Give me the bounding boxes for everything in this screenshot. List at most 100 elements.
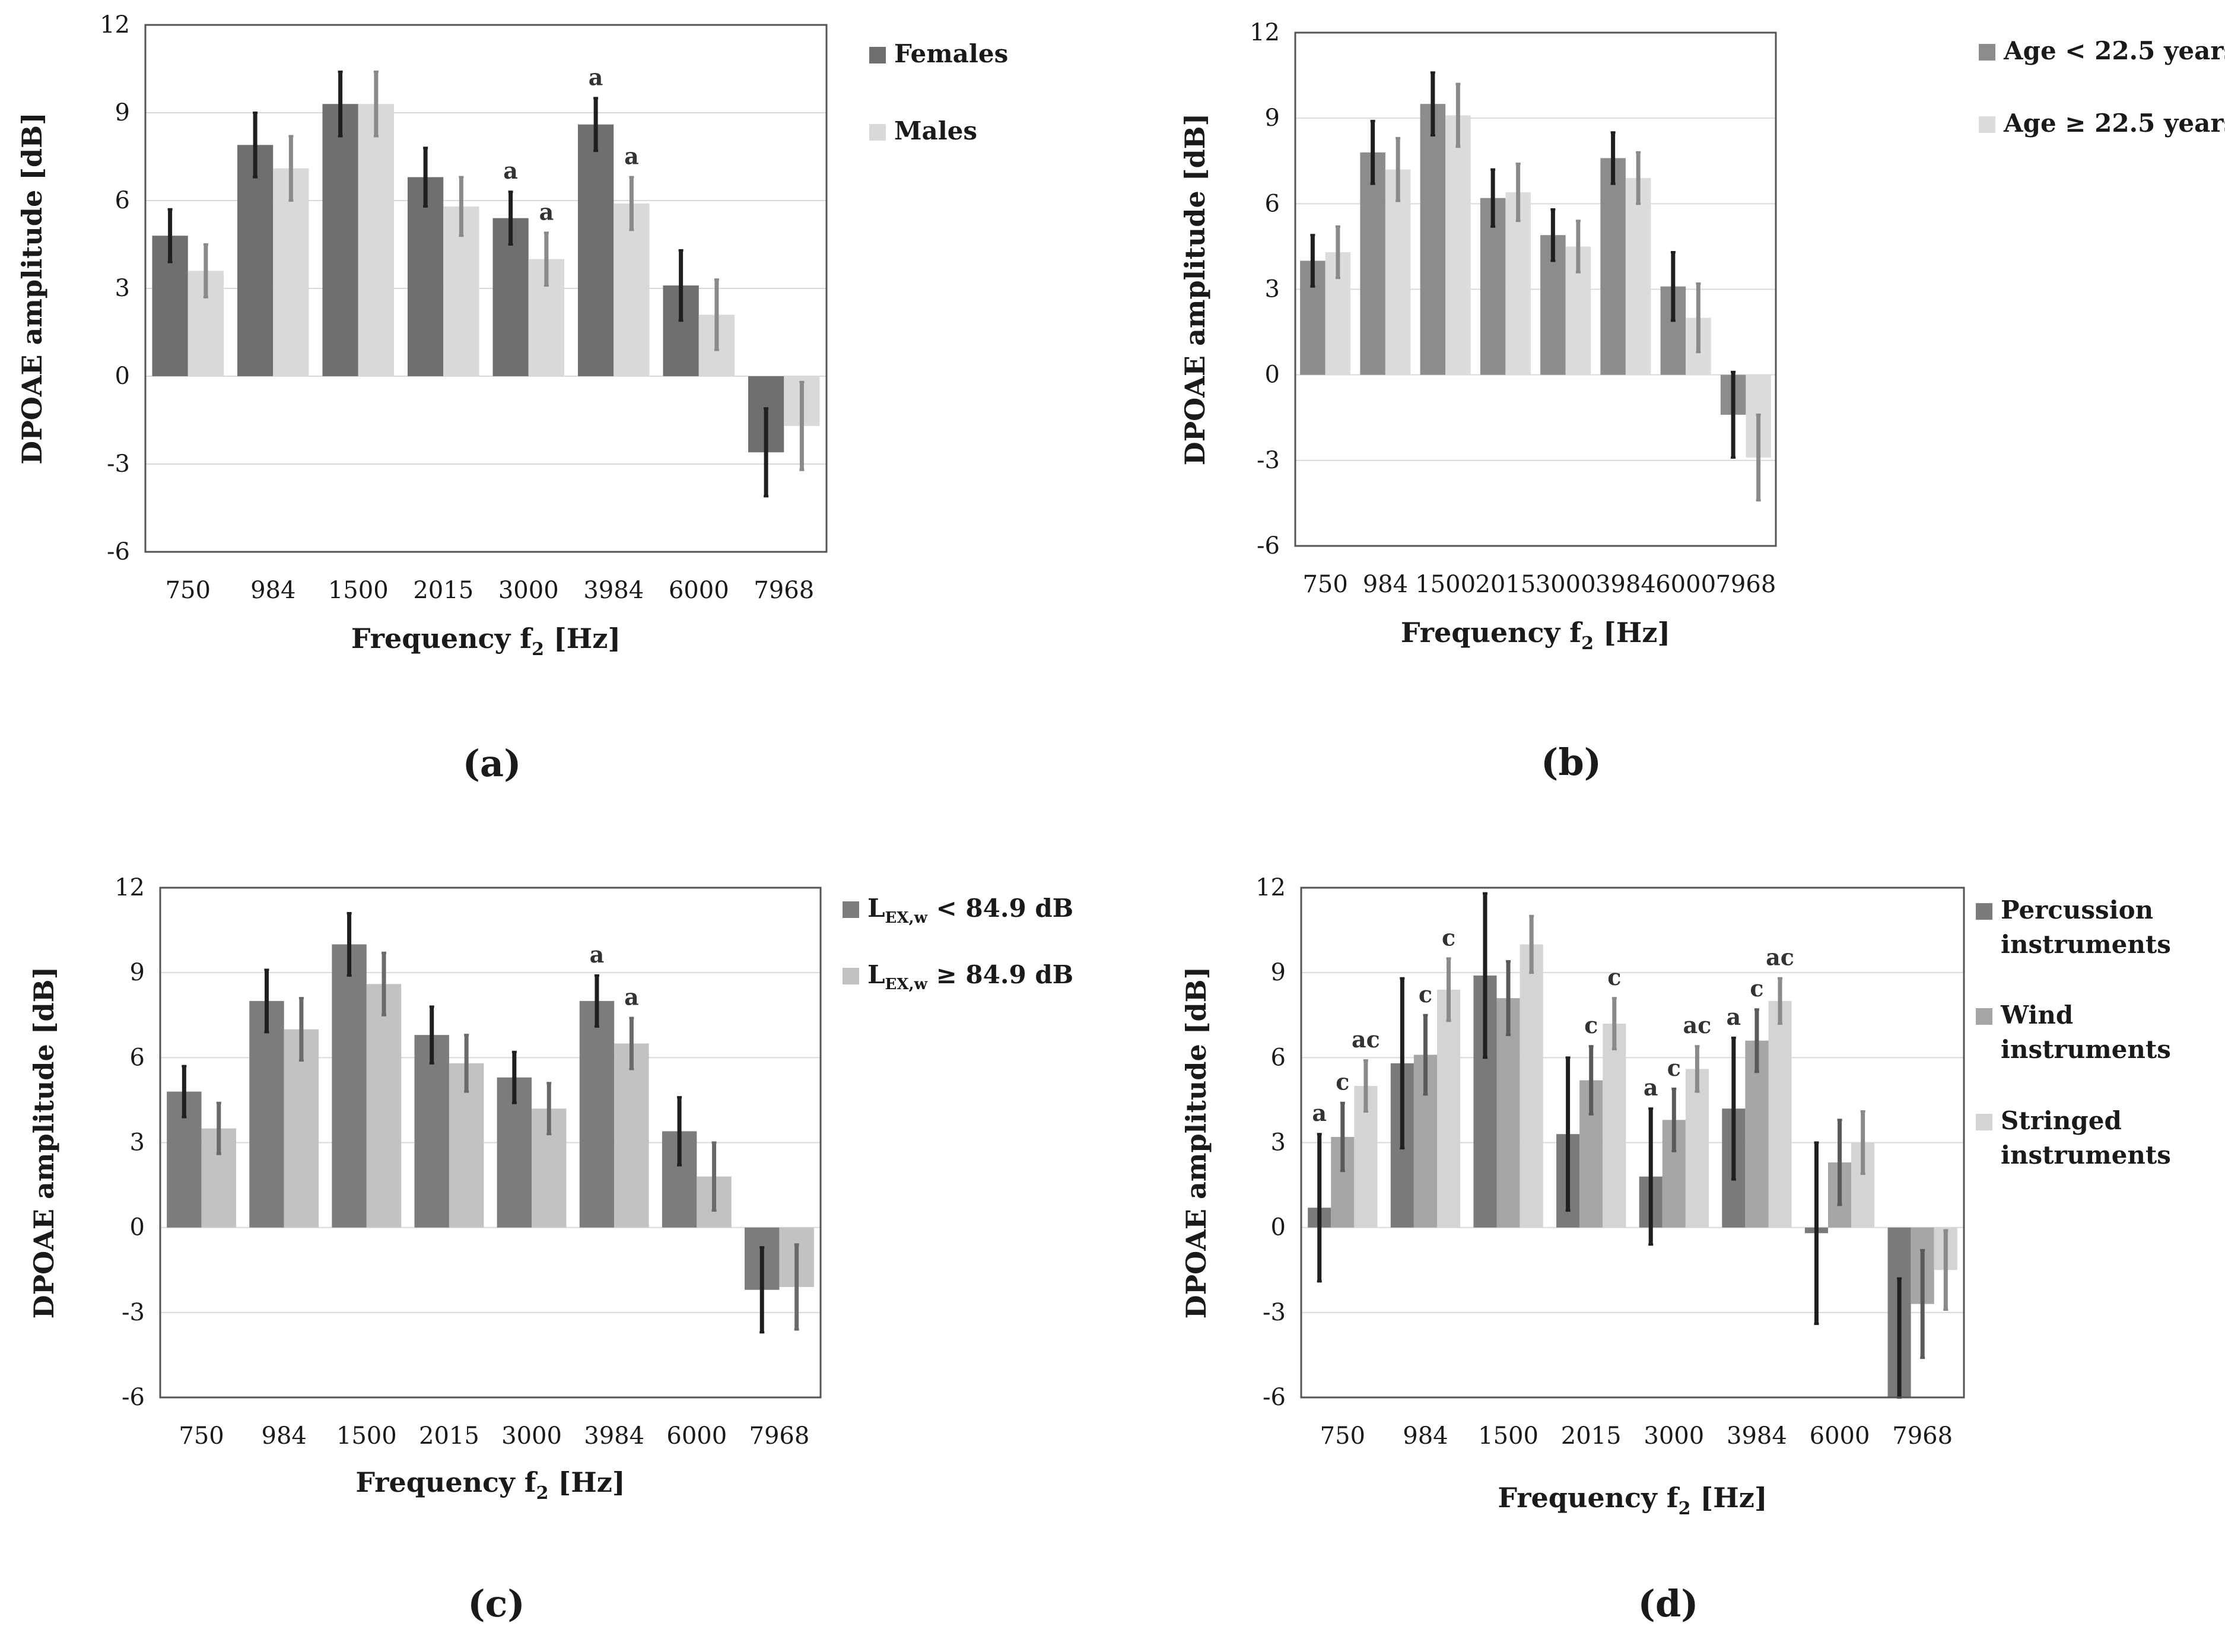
significance-label: a [1727, 1003, 1741, 1030]
chart-panel-2: -6 -3 0 3 6 9 12 750 984 1500 2015 3000 3984 6000 7968… [1179, 19, 2225, 784]
panel-caption: (d) [1638, 1582, 1698, 1625]
bar-age-22-5-years [1505, 192, 1531, 375]
legend-label: Stringed [2001, 1106, 2122, 1135]
bar-stringed-instruments [1768, 1000, 1792, 1228]
y-tick-label: 0 [1271, 1214, 1286, 1241]
significance-label: a [624, 984, 639, 1011]
bar-l [614, 1043, 649, 1228]
bar-females [237, 145, 274, 376]
significance-label: c [1607, 964, 1621, 990]
x-tick-label: 3000 [1644, 1422, 1704, 1450]
x-tick-label: 7968 [1715, 571, 1776, 598]
y-tick-label: 12 [1255, 874, 1286, 901]
x-tick-label: 750 [1320, 1422, 1365, 1450]
x-tick-label: 1500 [336, 1422, 397, 1450]
bar-l [366, 984, 402, 1228]
x-tick-label: 750 [179, 1422, 224, 1450]
x-tick-label: 984 [262, 1422, 307, 1450]
significance-label: c [1442, 924, 1455, 951]
bar-age-22-5-years [1420, 104, 1446, 375]
x-axis-title-unit: [Hz] [544, 622, 621, 655]
x-tick-label: 6000 [1810, 1422, 1870, 1450]
y-tick-label: -6 [122, 1384, 145, 1411]
significance-label: a [624, 143, 639, 170]
y-tick-label: 0 [130, 1214, 145, 1241]
y-tick-label: -3 [122, 1299, 145, 1326]
x-axis-title-main: Frequency f [351, 622, 533, 655]
plot-frame [159, 887, 822, 1399]
x-axis-title-main: Frequency f [1401, 617, 1583, 649]
x-tick-label: 2015 [1475, 571, 1536, 598]
bar-females [407, 177, 444, 376]
y-axis-title: DPOAE amplitude [dB] [1179, 113, 1211, 466]
x-tick-label: 3984 [1727, 1422, 1787, 1450]
y-tick-label: 9 [130, 959, 145, 986]
significance-label: a [590, 941, 605, 968]
bar-l [249, 1000, 284, 1228]
plot-frame [144, 24, 828, 553]
x-axis-title: Frequency f2 [Hz] [1498, 1482, 1767, 1519]
y-tick-label: -3 [1263, 1299, 1286, 1326]
y-axis-title: DPOAE amplitude [dB] [1180, 967, 1212, 1319]
x-axis-title-unit: [Hz] [548, 1466, 625, 1498]
legend-swatch [1976, 1114, 1992, 1130]
y-axis-title: DPOAE amplitude [dB] [28, 967, 60, 1319]
y-tick-label: 12 [115, 874, 145, 901]
y-tick-label: 0 [115, 363, 130, 390]
y-tick-label: -6 [107, 538, 130, 566]
x-tick-label: 2015 [419, 1422, 479, 1450]
x-axis-title-unit: [Hz] [1690, 1482, 1767, 1514]
significance-label: a [1312, 1100, 1327, 1126]
bar-wind-instruments [1496, 998, 1520, 1228]
legend-label: Females [894, 39, 1008, 68]
legend-label-main: L [867, 960, 885, 989]
legend-label: LEX,w < 84.9 dB [867, 894, 1073, 927]
x-axis-title-main: Frequency f [1498, 1482, 1680, 1514]
x-tick-label: 750 [166, 577, 211, 604]
x-tick-label: 3000 [501, 1422, 562, 1450]
bar-age-22-5-years [1385, 169, 1411, 375]
significance-label: ac [1766, 944, 1794, 971]
x-tick-label: 984 [1363, 571, 1408, 598]
legend-swatch [1979, 44, 1995, 61]
legend-label: Age < 22.5 years [2003, 36, 2225, 65]
x-tick-label: 1500 [1415, 571, 1476, 598]
y-tick-label: 6 [115, 187, 130, 214]
chart-panel-3: -6 -3 0 3 6 9 12 aa 750 984 1500 2015 3000 3984 6000 79… [28, 874, 1073, 1625]
panel-caption: (b) [1541, 741, 1601, 784]
significance-label: a [1644, 1074, 1658, 1101]
bar-l [284, 1029, 319, 1228]
y-tick-label: 3 [115, 275, 130, 302]
legend-swatch [869, 124, 886, 141]
legend-swatch [1976, 1008, 1992, 1025]
bar-age-22-5-years [1600, 158, 1626, 375]
bar-males [614, 203, 650, 376]
x-axis-title-main: Frequency f [355, 1466, 538, 1498]
x-axis-title: Frequency f2 [Hz] [351, 622, 621, 660]
legend-swatch [1979, 116, 1995, 133]
legend-label-main: L [867, 894, 885, 923]
legend-label: instruments [2001, 1035, 2171, 1064]
x-tick-label: 6000 [1655, 571, 1716, 598]
y-tick-label: 3 [1265, 276, 1280, 303]
x-tick-label: 1500 [328, 577, 389, 604]
bar-stringed-instruments [1685, 1069, 1709, 1228]
bar-age-22-5-years [1360, 152, 1385, 375]
legend-label: Wind [2000, 1000, 2073, 1030]
legend-label-subscript: EX,w [885, 976, 928, 993]
significance-label: a [503, 157, 518, 184]
x-tick-label: 984 [1403, 1422, 1448, 1450]
x-tick-label: 3000 [498, 577, 559, 604]
legend-label: instruments [2001, 1140, 2171, 1170]
bar-males [273, 168, 309, 376]
plot-frame [1300, 887, 1965, 1399]
y-tick-label: -3 [1257, 447, 1280, 474]
bar-stringed-instruments [1603, 1024, 1626, 1228]
legend-label: Age ≥ 22.5 years [2003, 109, 2225, 138]
legend-label-suffix: < 84.9 dB [927, 894, 1073, 923]
significance-label: ac [1683, 1012, 1712, 1038]
bar-l [579, 1000, 615, 1228]
